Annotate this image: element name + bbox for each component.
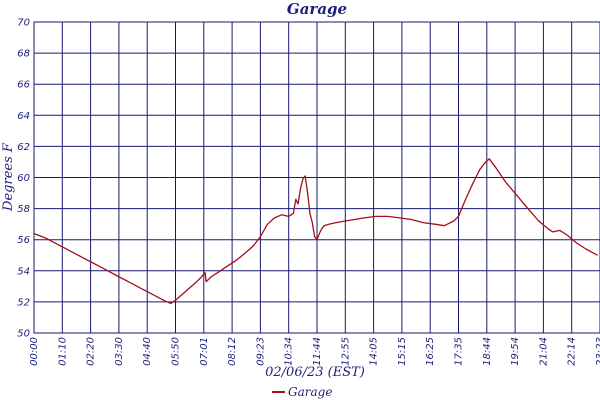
x-tick-label: 22:14	[567, 337, 578, 366]
series-line-garage	[33, 158, 598, 305]
grid	[33, 21, 600, 334]
x-tick-label: 15:15	[397, 337, 408, 366]
x-tick-label: 01:10	[57, 337, 68, 366]
y-tick-label: 60	[17, 173, 30, 184]
x-axis-label: 02/06/23 (EST)	[265, 365, 365, 380]
x-tick-label: 14:05	[369, 337, 380, 366]
y-tick-label: 54	[17, 266, 30, 277]
y-tick-label: 50	[17, 329, 30, 340]
x-tick-label: 11:44	[312, 337, 323, 366]
x-tick-label: 12:55	[340, 337, 351, 366]
legend: Garage	[272, 385, 332, 399]
y-tick-label: 70	[17, 18, 30, 29]
y-tick-label: 52	[17, 297, 30, 308]
plot-frame	[33, 21, 600, 334]
y-tick-label: 64	[17, 111, 30, 122]
y-axis-ticks: 50 52 54 56 58 60 62 64 66 68 70	[17, 18, 30, 340]
y-tick-label: 56	[17, 235, 30, 246]
y-tick-label: 58	[17, 204, 30, 215]
x-tick-label: 10:34	[284, 337, 295, 366]
x-axis-ticks: 00:00 01:10 02:20 03:30 04:40 05:50 07:01 08:12…	[29, 337, 600, 366]
x-tick-label: 02:20	[86, 337, 97, 366]
x-tick-label: 07:01	[199, 337, 210, 366]
x-tick-label: 23:23	[595, 337, 600, 366]
x-tick-label: 04:40	[142, 337, 153, 366]
x-tick-label: 03:30	[114, 337, 125, 366]
x-tick-label: 16:25	[425, 337, 436, 366]
x-tick-label: 18:44	[482, 337, 493, 366]
x-tick-label: 19:54	[510, 337, 521, 366]
x-tick-label: 17:35	[454, 337, 465, 366]
series-layer	[33, 158, 598, 305]
y-tick-label: 66	[17, 80, 30, 91]
x-tick-label: 21:04	[538, 337, 549, 366]
y-tick-label: 68	[17, 49, 30, 60]
y-axis-label: Degrees F	[1, 142, 16, 212]
x-tick-label: 00:00	[29, 337, 40, 366]
legend-label-garage: Garage	[288, 385, 332, 399]
y-tick-label: 62	[17, 142, 30, 153]
chart-title: Garage	[287, 0, 347, 18]
x-tick-label: 09:23	[255, 337, 266, 366]
x-tick-label: 05:50	[171, 337, 182, 366]
x-tick-label: 08:12	[227, 337, 238, 366]
